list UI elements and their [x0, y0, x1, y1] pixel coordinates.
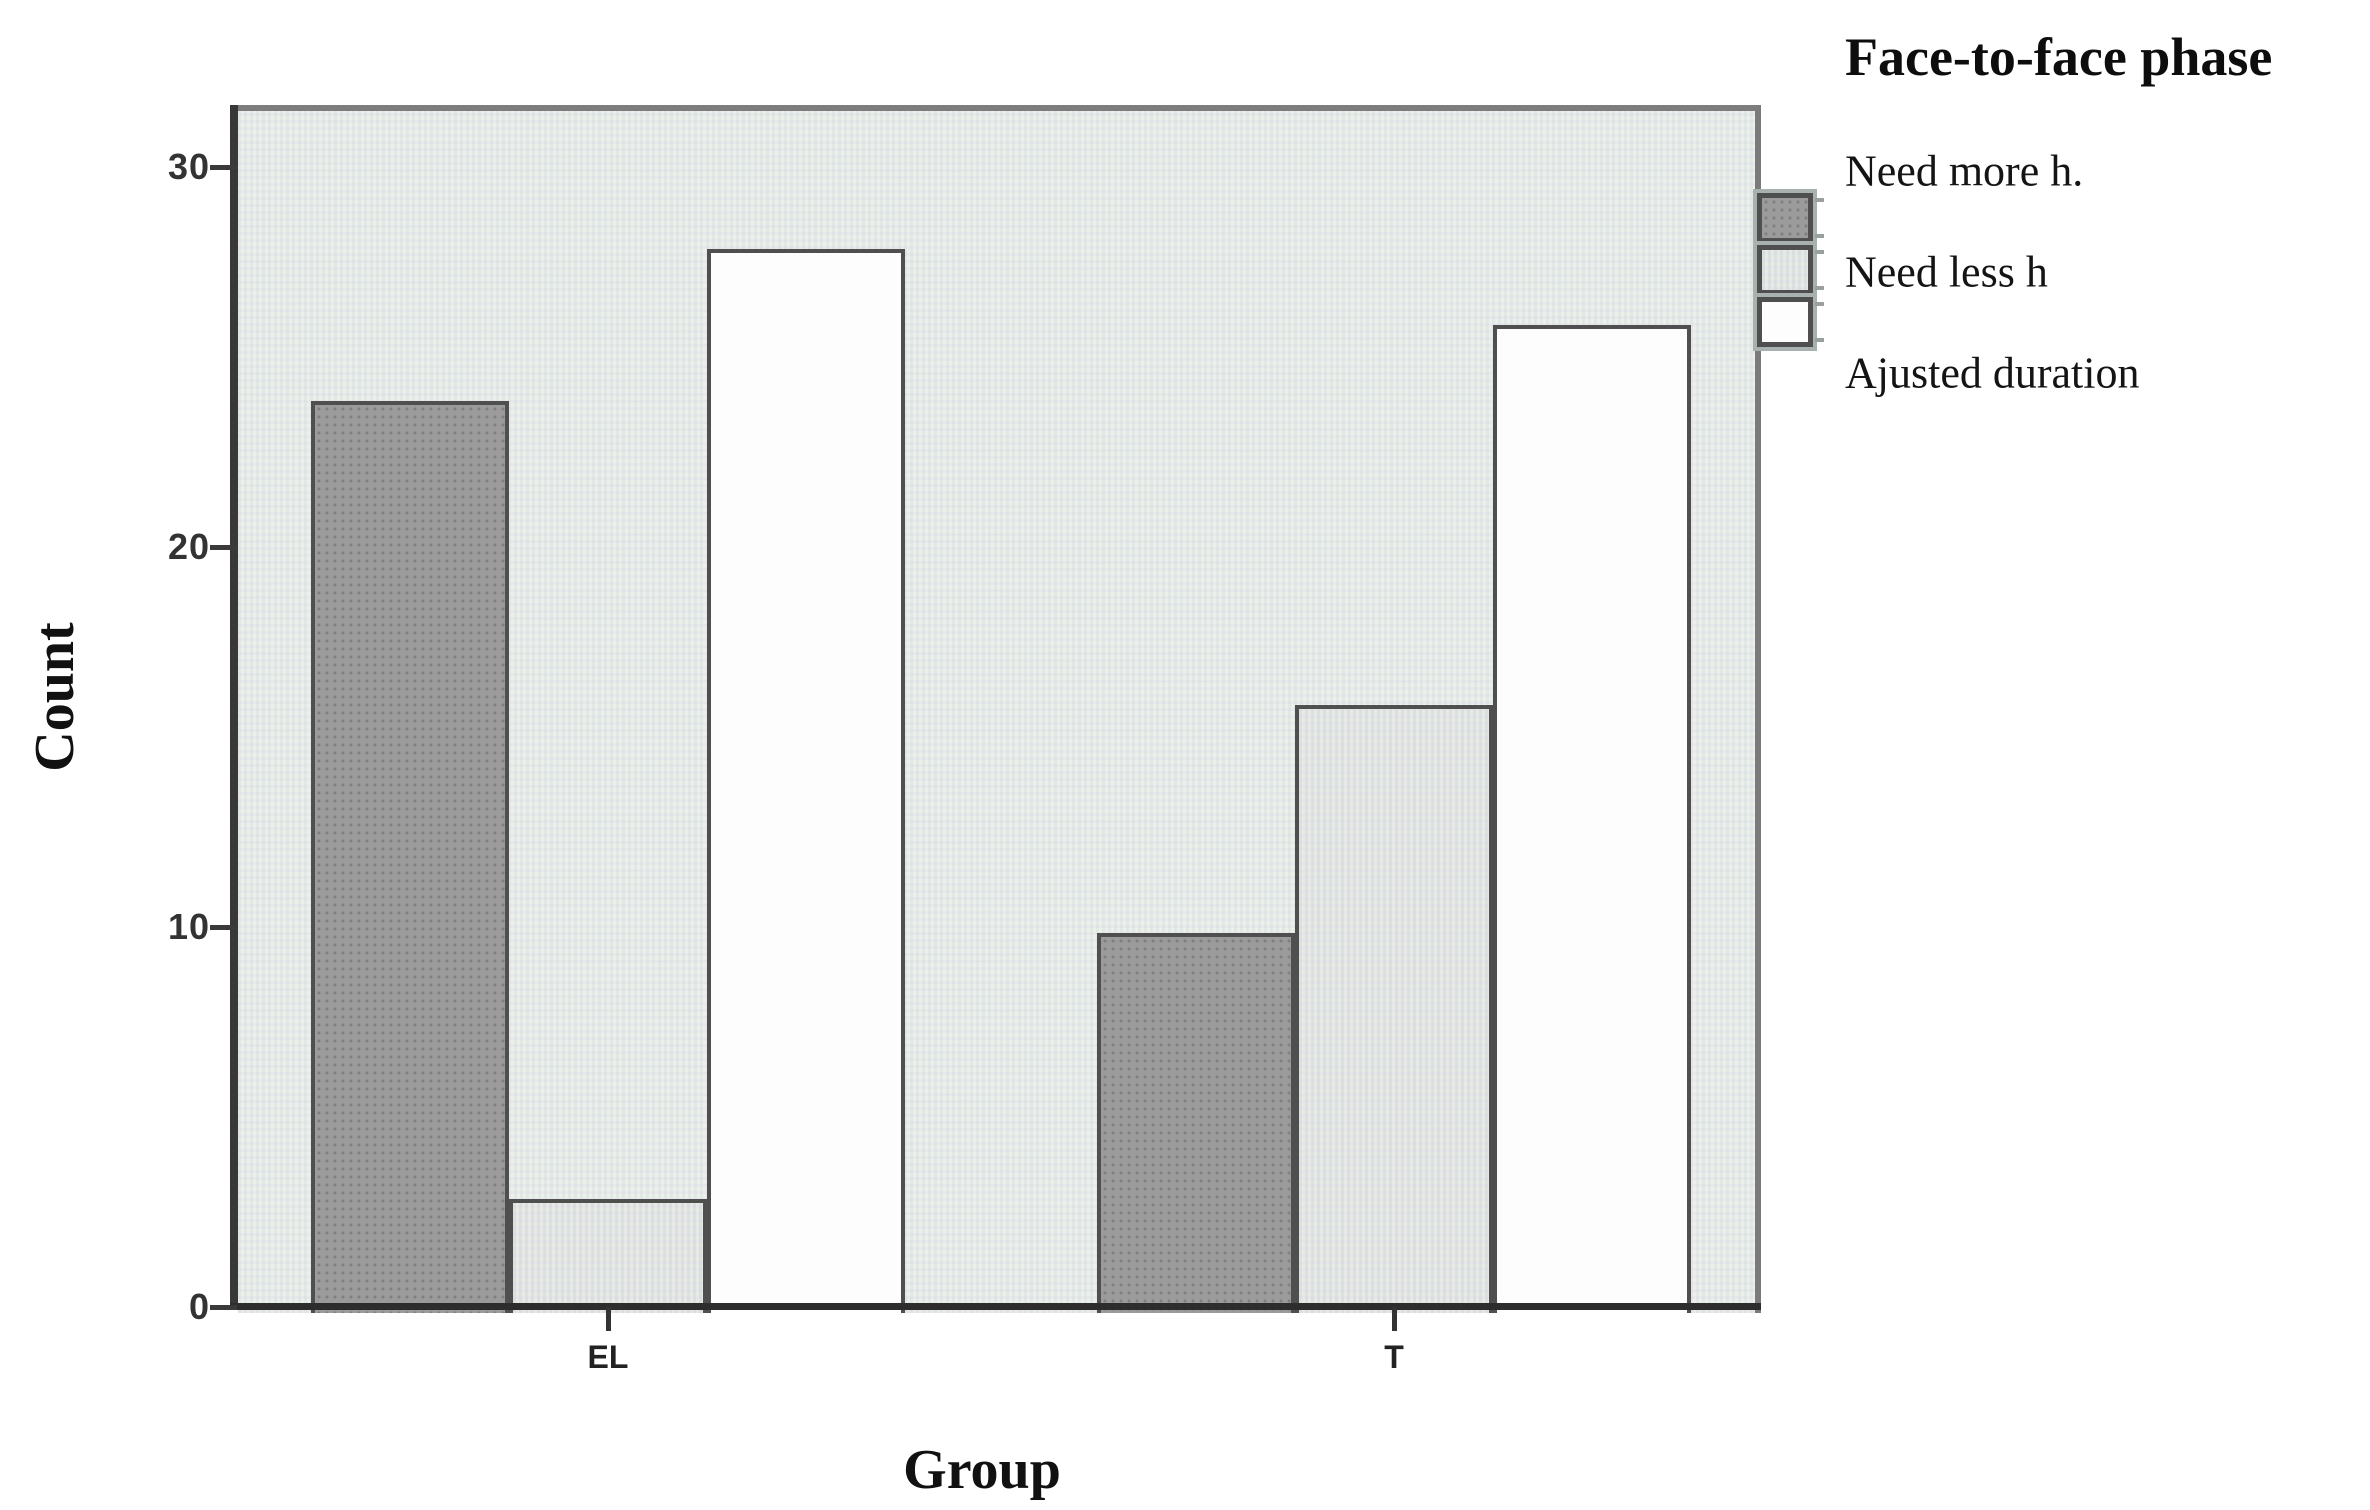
legend-swatch-need-less: [1753, 241, 1824, 299]
y-axis-line: [230, 105, 238, 1310]
bar-T-0: [1097, 933, 1295, 1313]
y-tick-label-20: 20: [167, 526, 210, 567]
legend-label-need-less: Need less h: [1845, 247, 2048, 297]
y-tick-label-10: 10: [167, 906, 210, 947]
bar-EL-0: [311, 401, 509, 1313]
x-axis-title: Group: [903, 1439, 1061, 1501]
x-tick-label-T: T: [1384, 1339, 1404, 1375]
y-tick-mark-30: [210, 165, 237, 170]
legend-title: Face-to-face phase: [1845, 27, 2273, 87]
plot-area: [238, 105, 1761, 1313]
y-tick-mark-20: [210, 545, 237, 550]
bar-EL-2: [707, 249, 905, 1313]
legend-swatch-adjusted-duration: [1753, 293, 1824, 351]
y-tick-label-0: 0: [188, 1286, 210, 1327]
legend-label-adjusted-duration: Ajusted duration: [1845, 348, 2140, 398]
bar-T-1: [1295, 705, 1493, 1313]
y-tick-mark-10: [210, 925, 237, 930]
bar-T-2: [1493, 325, 1691, 1313]
x-axis-line: [230, 1303, 1761, 1310]
bar-EL-1: [509, 1199, 707, 1313]
x-tick-label-EL: EL: [587, 1339, 629, 1375]
y-tick-label-30: 30: [167, 146, 210, 187]
legend-label-need-more: Need more h.: [1845, 146, 2084, 196]
y-axis-title: Count: [24, 622, 86, 772]
y-tick-mark-0: [210, 1305, 237, 1310]
legend-swatch-need-more: [1753, 189, 1824, 247]
x-tick-mark-T: [1392, 1307, 1397, 1331]
x-tick-mark-EL: [606, 1307, 611, 1331]
